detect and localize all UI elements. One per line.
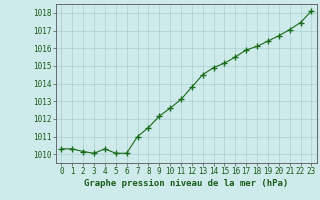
X-axis label: Graphe pression niveau de la mer (hPa): Graphe pression niveau de la mer (hPa)	[84, 179, 289, 188]
